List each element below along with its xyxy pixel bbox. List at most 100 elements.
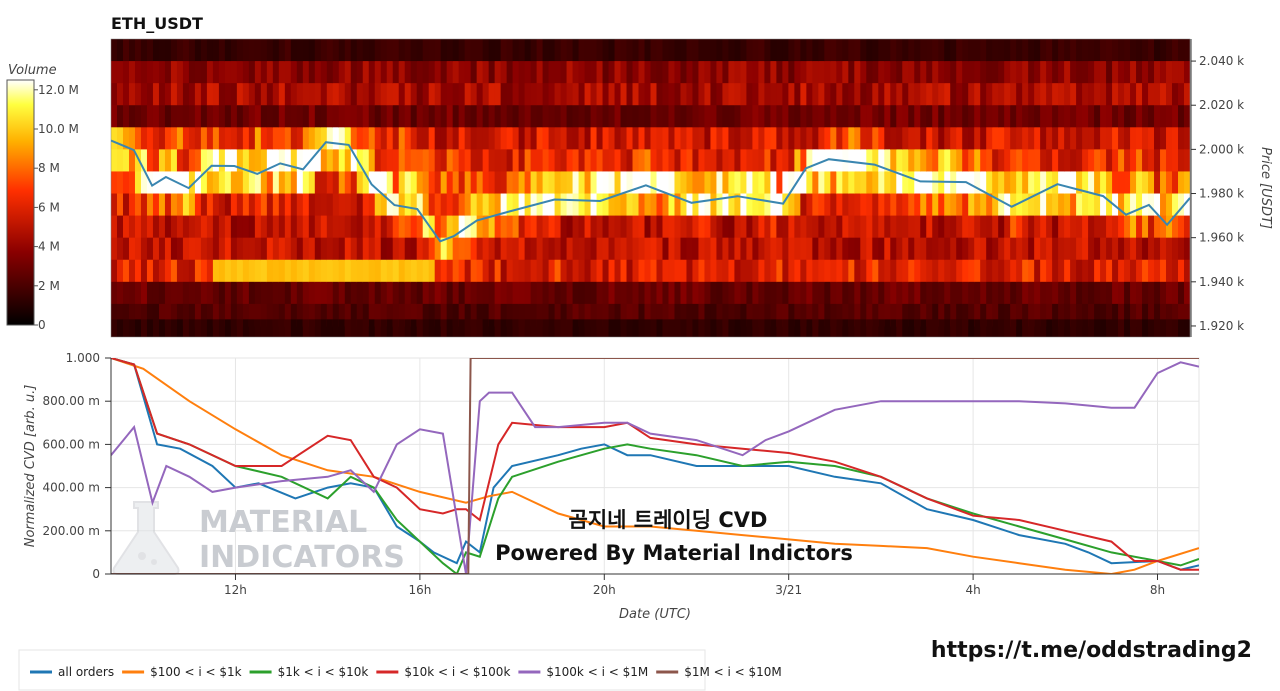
heatmap-cell xyxy=(1130,105,1137,128)
heatmap-cell xyxy=(122,281,130,305)
heatmap-cell xyxy=(290,215,298,239)
heatmap-cell xyxy=(1022,319,1029,337)
heatmap-cell xyxy=(386,237,394,261)
heatmap-cell xyxy=(782,303,789,327)
heatmap-cell xyxy=(602,193,610,217)
heatmap-cell xyxy=(386,259,394,283)
heatmap-cell xyxy=(722,303,730,327)
heatmap-cell xyxy=(470,319,478,337)
heatmap-cell xyxy=(614,171,622,195)
heatmap-cell xyxy=(320,259,328,283)
heatmap-cell xyxy=(740,193,748,217)
heatmap-cell xyxy=(1022,149,1029,173)
heatmap-cell xyxy=(806,259,813,283)
heatmap-cell xyxy=(122,83,130,106)
heatmap-cell xyxy=(278,61,286,84)
heatmap-cell xyxy=(698,281,706,305)
heatmap-cell xyxy=(116,105,124,128)
heatmap-cell xyxy=(806,39,813,62)
heatmap-cell xyxy=(596,237,604,261)
heatmap-cell xyxy=(890,259,897,283)
heatmap-cell xyxy=(500,171,508,195)
heatmap-cell xyxy=(206,281,214,305)
heatmap-cell xyxy=(656,259,664,283)
heatmap-cell xyxy=(908,319,915,337)
heatmap-cell xyxy=(350,193,358,217)
telegram-link[interactable]: https://t.me/oddstrading2 xyxy=(931,638,1252,663)
colorbar-gradient xyxy=(6,79,35,326)
heatmap-cell xyxy=(512,303,520,327)
heatmap-cell xyxy=(158,61,166,84)
heatmap-cell xyxy=(1004,215,1011,239)
heatmap-cell xyxy=(230,127,238,150)
heatmap-cell xyxy=(1070,127,1077,150)
heatmap-cell xyxy=(134,281,142,305)
heatmap-cell xyxy=(368,171,376,195)
heatmap-cell xyxy=(530,105,538,128)
heatmap-cell xyxy=(266,303,274,327)
heatmap-cell xyxy=(476,259,484,283)
heatmap-cell xyxy=(176,39,184,62)
heatmap-cell xyxy=(111,127,118,150)
heatmap-cell xyxy=(608,319,616,337)
heatmap-cell xyxy=(260,105,268,128)
heatmap-cell xyxy=(1184,149,1190,173)
heatmap-cell xyxy=(374,105,382,128)
heatmap-cell xyxy=(362,193,370,217)
heatmap-cell xyxy=(866,237,873,261)
heatmap-cell xyxy=(1070,83,1077,106)
heatmap-cell xyxy=(1112,303,1119,327)
heatmap-cell xyxy=(332,303,340,327)
heatmap-cell xyxy=(434,319,442,337)
heatmap-cell xyxy=(1130,149,1137,173)
heatmap-cell xyxy=(854,105,861,128)
heatmap-cell xyxy=(158,215,166,239)
heatmap-cell xyxy=(536,149,544,173)
heatmap-cell xyxy=(980,237,987,261)
heatmap-cell xyxy=(884,149,891,173)
heatmap-cell xyxy=(182,319,190,337)
heatmap-cell xyxy=(902,281,909,305)
heatmap-cell xyxy=(248,149,256,173)
heatmap-cell xyxy=(698,193,706,217)
heatmap-cell xyxy=(680,171,688,195)
heatmap-cell xyxy=(788,281,795,305)
heatmap-cell xyxy=(680,303,688,327)
heatmap-cell xyxy=(638,171,646,195)
heatmap-cell xyxy=(1100,319,1107,337)
heatmap-cell xyxy=(884,303,891,327)
heatmap-cell xyxy=(572,171,580,195)
heatmap-cell xyxy=(542,259,550,283)
heatmap-cell xyxy=(632,259,640,283)
heatmap-cell xyxy=(956,127,963,150)
heatmap-cell xyxy=(1184,319,1190,337)
heatmap-cell xyxy=(860,83,867,106)
heatmap-cell xyxy=(338,149,346,173)
heatmap-cell xyxy=(674,149,682,173)
heatmap-cell xyxy=(1184,83,1190,106)
heatmap-cell xyxy=(518,149,526,173)
heatmap-cell xyxy=(224,319,232,337)
heatmap-cell xyxy=(578,83,586,106)
heatmap-cell xyxy=(554,215,562,239)
heatmap-cell xyxy=(416,61,424,84)
heatmap-cell xyxy=(284,83,292,106)
heatmap-cell xyxy=(788,171,795,195)
heatmap-cell xyxy=(506,303,514,327)
heatmap-cell xyxy=(542,303,550,327)
heatmap-cell xyxy=(386,281,394,305)
heatmap-cell xyxy=(158,149,166,173)
heatmap-cell xyxy=(1022,127,1029,150)
heatmap-cell xyxy=(356,105,364,128)
heatmap-cell xyxy=(404,259,412,283)
heatmap-cell xyxy=(272,237,280,261)
heatmap-cell xyxy=(260,39,268,62)
heatmap-cell xyxy=(692,215,700,239)
heatmap-cell xyxy=(158,105,166,128)
heatmap-cell xyxy=(1172,303,1179,327)
heatmap-cell xyxy=(698,149,706,173)
heatmap-cell xyxy=(794,215,801,239)
heatmap-cell xyxy=(944,149,951,173)
heatmap-cell xyxy=(398,237,406,261)
heatmap-cell xyxy=(284,215,292,239)
